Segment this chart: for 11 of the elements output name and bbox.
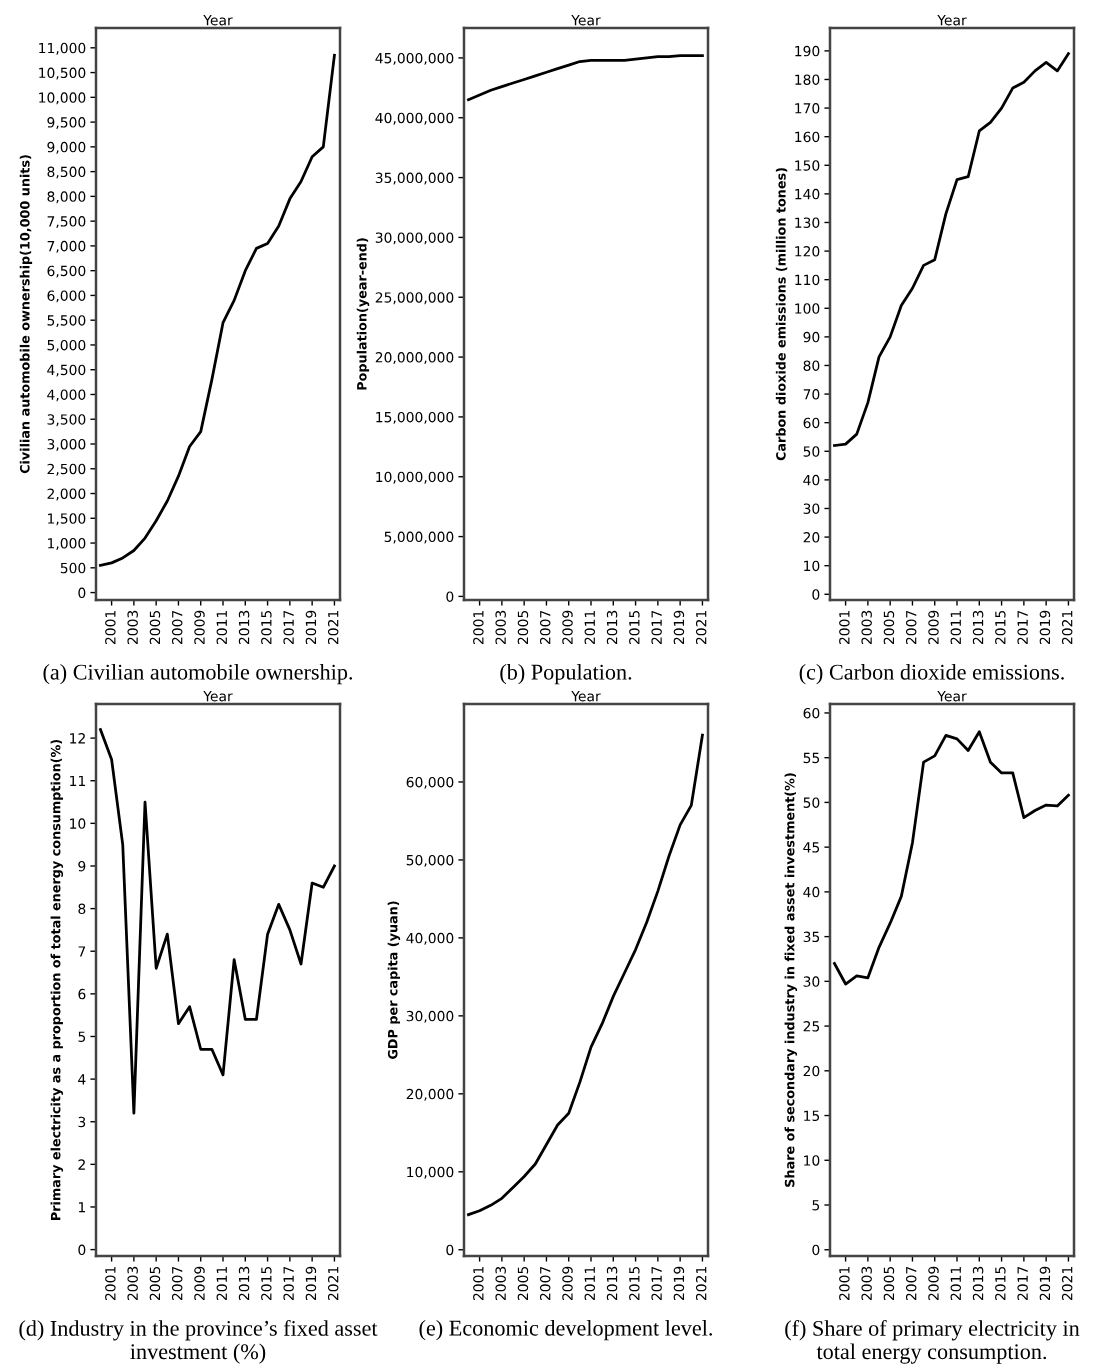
text: (f) Share of primary electricity in total energy consumption. xyxy=(785,1320,1080,1364)
text: (e) Economic development level. xyxy=(419,1320,712,1341)
text: (b) Population. xyxy=(500,664,632,685)
text: (a) Civilian automobile ownership. xyxy=(43,664,353,685)
line-series xyxy=(833,730,1070,986)
line-series xyxy=(99,728,336,1115)
line-series xyxy=(833,52,1070,447)
text: (d) Industry in the province’s fixed asset investment (%) xyxy=(19,1320,378,1364)
text: (c) Carbon dioxide emissions. xyxy=(799,664,1064,685)
line-series xyxy=(467,54,704,102)
line-series xyxy=(467,733,704,1217)
